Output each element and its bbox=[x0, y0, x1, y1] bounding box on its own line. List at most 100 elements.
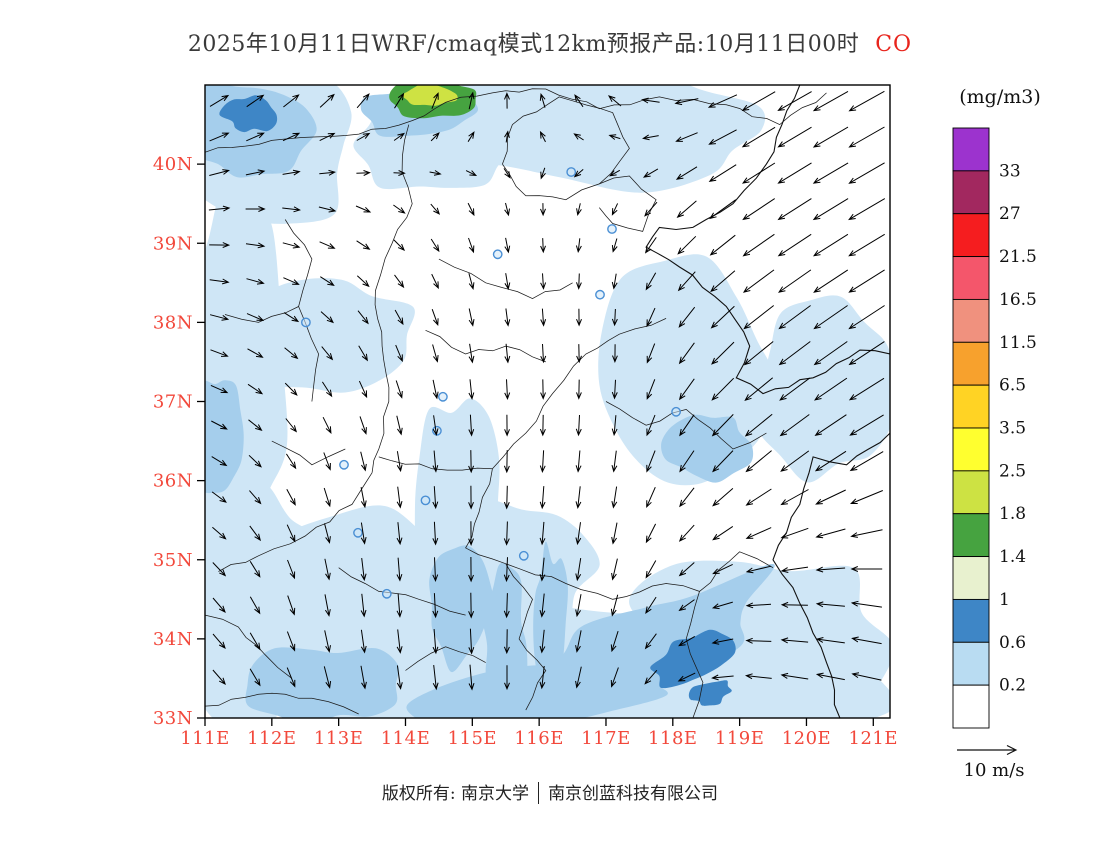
wind-arrow bbox=[360, 629, 367, 654]
wind-arrow bbox=[813, 341, 848, 366]
wind-arrow bbox=[358, 345, 368, 362]
wind-arrow bbox=[285, 453, 297, 470]
wind-arrow bbox=[678, 562, 695, 577]
wind-arrow bbox=[849, 451, 884, 472]
wind-arrow bbox=[612, 344, 618, 364]
wind-arrow bbox=[644, 633, 657, 650]
plot-title: 2025年10月11日WRF/cmaq模式12km预报产品:10月11日00时 C… bbox=[0, 26, 1100, 58]
city-marker bbox=[492, 249, 503, 260]
wind-arrow bbox=[539, 629, 546, 654]
wind-arrow bbox=[646, 450, 656, 473]
wind-arrow bbox=[848, 233, 885, 257]
wind-arrow bbox=[468, 450, 475, 474]
wind-arrow bbox=[539, 593, 546, 618]
wind-arrow bbox=[850, 566, 883, 572]
boundary-line bbox=[218, 472, 373, 572]
wind-arrow bbox=[318, 206, 337, 213]
wind-arrow bbox=[212, 526, 227, 540]
wind-arrow bbox=[429, 170, 442, 176]
wind-arrow bbox=[287, 559, 296, 580]
lon-tick-label: 116E bbox=[514, 728, 564, 749]
wind-arrow bbox=[210, 349, 229, 357]
wind-arrow bbox=[282, 132, 301, 142]
lon-tick-label: 120E bbox=[782, 728, 832, 749]
wind-arrow bbox=[249, 561, 261, 578]
wind-arrow bbox=[319, 169, 337, 176]
colorbar-tick-label: 1 bbox=[999, 590, 1010, 610]
wind-arrow bbox=[712, 563, 733, 575]
wind-arrow bbox=[743, 341, 774, 366]
wind-arrow bbox=[744, 673, 772, 680]
wind-arrow bbox=[468, 664, 475, 691]
wind-arrow bbox=[611, 308, 618, 327]
colorbar-tick-label: 11.5 bbox=[999, 333, 1037, 353]
lon-tick-label: 114E bbox=[381, 728, 431, 749]
wind-arrow bbox=[743, 305, 775, 330]
wind-arrow bbox=[211, 456, 228, 467]
lon-tick-label: 112E bbox=[247, 728, 297, 749]
lon-tick-label: 117E bbox=[581, 728, 631, 749]
boundary-line bbox=[371, 124, 413, 473]
wind-arrow bbox=[611, 203, 619, 216]
city-marker bbox=[437, 391, 448, 402]
lat-tick-label: 34N bbox=[153, 629, 193, 650]
wind-arrow bbox=[708, 129, 737, 145]
contour-region bbox=[245, 647, 399, 718]
wind-arrow bbox=[678, 378, 695, 401]
wind-arrow bbox=[432, 557, 439, 583]
contour-region bbox=[650, 629, 736, 689]
city-marker bbox=[595, 289, 605, 300]
wind-arrow bbox=[708, 164, 737, 182]
wind-arrow bbox=[777, 126, 812, 148]
wind-arrow bbox=[645, 596, 657, 614]
wind-arrow bbox=[745, 488, 772, 506]
boundary-line bbox=[378, 318, 667, 471]
city-marker bbox=[300, 317, 311, 328]
coastline bbox=[772, 432, 890, 718]
wind-arrow bbox=[319, 241, 336, 249]
wind-arrow bbox=[432, 665, 439, 691]
wind-arrow bbox=[645, 560, 657, 579]
lat-tick-label: 39N bbox=[153, 233, 193, 254]
wind-arrow bbox=[504, 665, 510, 691]
wind-arrow bbox=[848, 269, 885, 293]
wind-arrow bbox=[468, 556, 474, 583]
wind-arrow bbox=[539, 450, 546, 474]
wind-arrow bbox=[504, 379, 511, 400]
wind-arrow bbox=[209, 278, 230, 285]
wind-arrow bbox=[644, 201, 658, 217]
wind-arrow bbox=[741, 126, 776, 148]
wind-arrow bbox=[815, 528, 846, 539]
wind-arrow bbox=[539, 414, 546, 437]
wind-arrow bbox=[285, 418, 298, 433]
wind-arrow bbox=[394, 274, 405, 289]
wind-arrow bbox=[575, 558, 582, 582]
wind-arrow bbox=[848, 162, 885, 184]
wind-arrow bbox=[504, 343, 511, 364]
wind-arrow bbox=[678, 306, 696, 328]
wind-arrow bbox=[503, 593, 510, 619]
wind-arrow bbox=[777, 91, 812, 112]
wind-arrow bbox=[679, 414, 695, 437]
wind-arrow bbox=[468, 592, 475, 619]
wind-arrow bbox=[814, 414, 847, 437]
wind-arrow bbox=[396, 451, 403, 473]
wind-arrow bbox=[745, 450, 772, 473]
wind-arrow bbox=[678, 342, 695, 365]
wind-arrow bbox=[540, 343, 547, 364]
wind-arrow bbox=[848, 341, 885, 366]
wind-arrow bbox=[431, 92, 439, 109]
wind-arrow bbox=[744, 413, 773, 437]
wind-arrow bbox=[396, 593, 403, 618]
wind-arrow bbox=[813, 305, 848, 330]
wind-arrow bbox=[212, 562, 227, 577]
wind-arrow bbox=[539, 665, 546, 690]
wind-arrow bbox=[395, 380, 403, 399]
wind-arrow bbox=[707, 94, 738, 108]
wind-arrow bbox=[396, 557, 403, 582]
species-label: CO bbox=[875, 32, 913, 57]
wind-arrow bbox=[209, 132, 230, 142]
wind-arrow bbox=[539, 521, 546, 546]
lat-tick-label: 38N bbox=[153, 312, 193, 333]
wind-arrow bbox=[540, 379, 546, 400]
